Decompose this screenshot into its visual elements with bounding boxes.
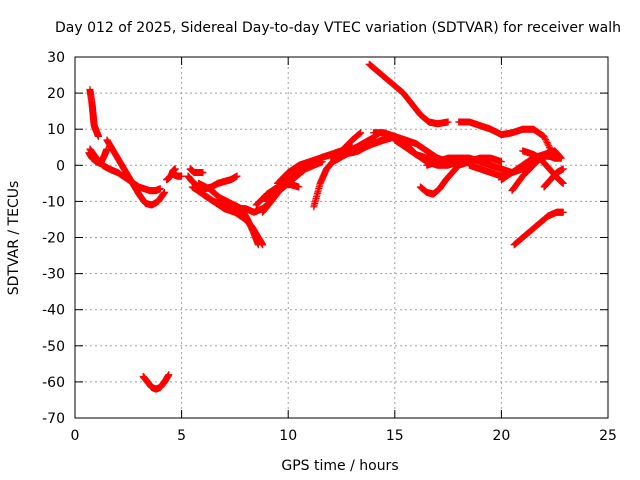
series-s5 [139,371,173,393]
y-tick-label: -30 [42,267,65,283]
data-point [559,179,567,187]
series-s1 [86,85,102,140]
data-point [295,183,303,191]
data-point [254,241,262,249]
chart-title: Day 012 of 2025, Sidereal Day-to-day VTE… [55,20,621,36]
x-tick-label: 10 [279,428,297,444]
x-tick-label: 20 [492,428,510,444]
x-axis-label: GPS time / hours [281,458,398,474]
y-tick-label: 0 [56,158,65,174]
series-s23 [365,60,452,128]
series-s4 [103,136,169,209]
data-point [542,137,550,145]
y-tick-label: -20 [42,231,65,247]
y-axis-label: SDTVAR / TECUs [6,181,22,296]
series-s33 [540,165,567,191]
series-s9 [186,165,207,177]
series-s7 [169,170,186,180]
data-point [165,371,173,379]
data-point [161,188,169,196]
data-point [545,142,553,150]
y-tick-label: -40 [42,303,65,319]
y-tick-label: -70 [42,411,65,427]
data-point [543,139,551,147]
y-tick-label: -60 [42,375,65,391]
data-point [357,129,365,137]
y-tick-label: 20 [47,86,65,102]
x-tick-label: 0 [71,428,80,444]
data-point [557,154,565,162]
series-s27 [455,118,559,162]
data-point [171,165,179,173]
x-tick-label: 5 [177,428,186,444]
series-s32 [510,208,567,249]
data-point [156,185,164,193]
plot-frame [74,56,609,419]
data-point [444,118,452,126]
data-point [178,172,186,180]
data-point [199,169,207,177]
grid-lines [75,57,608,418]
data-point [559,208,567,216]
tick-labels: 0 5 10 15 20 25 -70 -60 -50 -40 -30 -20 -10 0 10 20 30 [42,50,617,444]
data-point [233,172,241,180]
data-point [497,158,505,166]
data-point [541,134,549,142]
data-point [540,132,548,140]
data-point [559,165,567,173]
x-tick-label: 25 [599,428,617,444]
y-tick-label: 10 [47,122,65,138]
y-tick-label: 30 [47,50,65,66]
data-point [542,136,550,144]
y-tick-label: -50 [42,339,65,355]
data-point [544,140,552,148]
x-tick-label: 15 [386,428,404,444]
data-points [85,60,567,393]
data-point [94,132,102,140]
y-tick-label: -10 [42,194,65,210]
series-s3 [86,145,164,195]
